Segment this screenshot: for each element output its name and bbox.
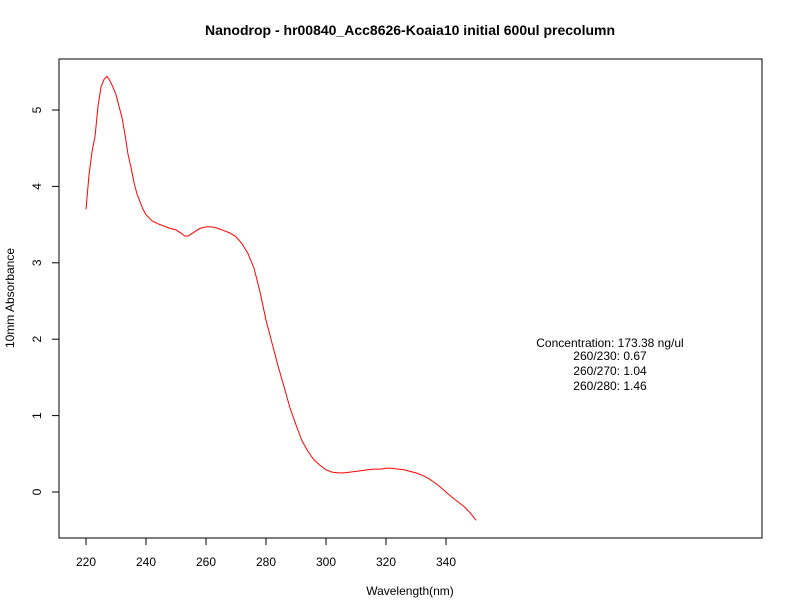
y-tick-label: 0 bbox=[30, 488, 44, 495]
x-tick-label: 220 bbox=[76, 555, 96, 569]
y-tick-label: 4 bbox=[30, 183, 44, 190]
y-axis-label: 10mm Absorbance bbox=[3, 248, 17, 348]
x-tick-label: 260 bbox=[196, 555, 216, 569]
x-tick-label: 280 bbox=[256, 555, 276, 569]
annotation-concentration: Concentration: 173.38 ng/ul bbox=[536, 336, 683, 350]
annotation-ratio-260-280: 260/280: 1.46 bbox=[573, 379, 647, 393]
x-tick-label: 340 bbox=[436, 555, 456, 569]
series-line-absorbance bbox=[85, 75, 477, 521]
x-tick-label: 240 bbox=[136, 555, 156, 569]
annotation-ratio-260-230: 260/230: 0.67 bbox=[573, 349, 647, 363]
x-axis-label: Wavelength(nm) bbox=[366, 584, 454, 598]
x-tick-label: 320 bbox=[376, 555, 396, 569]
chart-title: Nanodrop - hr00840_Acc8626-Koaia10 initi… bbox=[205, 22, 615, 38]
y-tick-label: 5 bbox=[30, 106, 44, 113]
y-axis: 0 1 2 3 4 5 bbox=[30, 106, 60, 495]
y-tick-label: 1 bbox=[30, 412, 44, 419]
x-tick-label: 300 bbox=[316, 555, 336, 569]
x-axis: 220 240 260 280 300 320 340 bbox=[76, 537, 456, 569]
y-tick-label: 2 bbox=[30, 336, 44, 343]
y-tick-label: 3 bbox=[30, 259, 44, 266]
annotation-ratio-260-270: 260/270: 1.04 bbox=[573, 364, 647, 378]
stats-annotation: Concentration: 173.38 ng/ul 260/230: 0.6… bbox=[536, 336, 683, 393]
